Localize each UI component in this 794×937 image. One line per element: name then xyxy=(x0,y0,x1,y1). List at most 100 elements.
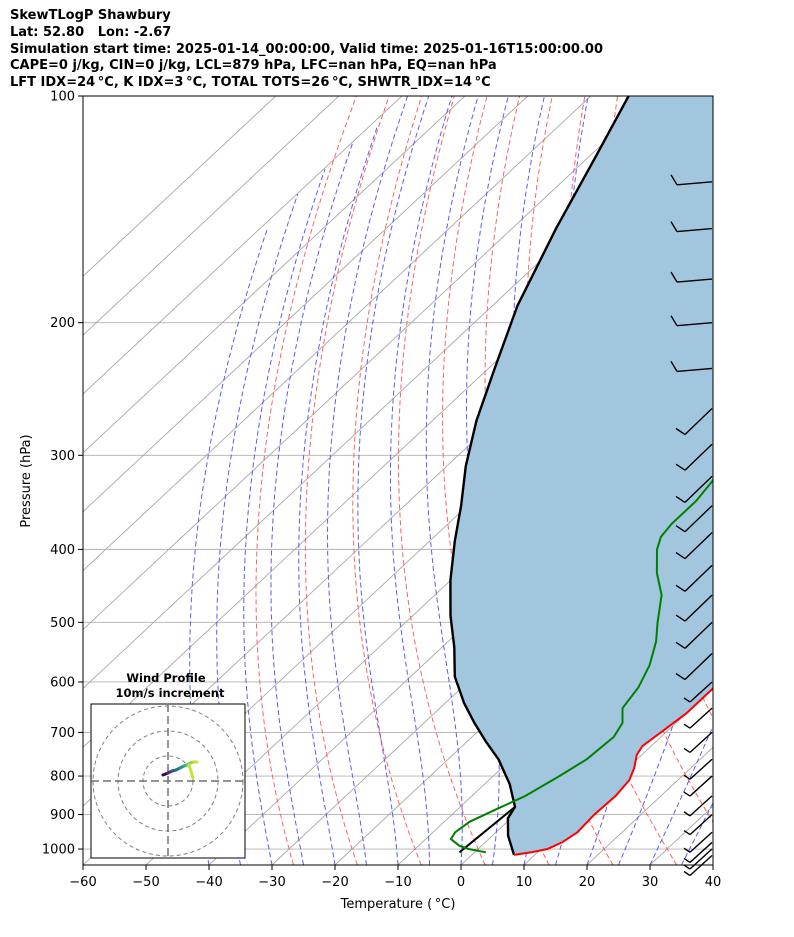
y-tick-label: 700 xyxy=(50,726,75,741)
wind-barb-staff xyxy=(684,564,713,592)
dewpoint-line xyxy=(449,478,713,854)
moist-adiabat xyxy=(649,724,713,865)
wind-barb-flag xyxy=(670,221,678,232)
wind-barb-staff xyxy=(689,855,713,877)
y-tick-label: 800 xyxy=(50,770,75,785)
isotherm-line xyxy=(83,96,655,631)
x-axis-ticks: −60 −50 −40 −30 −20 −10 0 10 20 30 40 xyxy=(69,865,721,890)
wind-barb-flag xyxy=(675,672,686,681)
wind-barb-flag xyxy=(683,697,691,703)
wind-barb-staff xyxy=(684,443,713,471)
moist-adiabat xyxy=(466,96,509,865)
moist-adiabat xyxy=(243,168,326,865)
x-tick-label: 0 xyxy=(457,875,465,890)
wind-barb-flag xyxy=(675,614,686,622)
wind-barb-staff xyxy=(689,758,713,780)
wind-barb-flag xyxy=(675,427,686,436)
hodograph-inset: Wind Profile 10m/s increment xyxy=(90,671,246,859)
dry-adiabat xyxy=(398,96,486,865)
x-tick-label: −60 xyxy=(69,875,96,890)
isotherm-line xyxy=(776,96,794,865)
x-tick-label: 20 xyxy=(579,875,596,890)
hodograph-trace xyxy=(161,760,199,780)
x-tick-label: 40 xyxy=(705,875,722,890)
moist-adiabat xyxy=(390,96,453,865)
wind-barb-staff xyxy=(689,841,713,863)
y-axis-ticks: 100 200 300 400 500 600 700 800 900 1000 xyxy=(42,90,83,858)
y-tick-label: 300 xyxy=(50,449,75,464)
wind-barb-flag xyxy=(675,463,686,471)
header-line-3: Simulation start time: 2025-01-14_00:00:… xyxy=(10,41,603,57)
y-tick-label: 600 xyxy=(50,675,75,690)
wind-barb-flag xyxy=(683,811,691,817)
wind-barb-staff xyxy=(689,707,713,729)
wind-barb-staff xyxy=(676,227,713,233)
wind-barb-flag xyxy=(683,864,691,870)
isotherm-line xyxy=(83,96,340,336)
dry-adiabat xyxy=(304,96,390,865)
y-tick-label: 100 xyxy=(50,90,75,105)
wind-barb-staff xyxy=(676,181,713,186)
chart-header: SkewTLogP Shawbury Lat: 52.80 Lon: -2.67… xyxy=(10,8,603,92)
x-tick-label: 10 xyxy=(516,875,533,890)
temperature-line xyxy=(513,687,713,856)
hodograph-title: Wind Profile xyxy=(126,671,206,685)
dry-adiabat xyxy=(712,141,713,190)
wind-barb-flag xyxy=(670,361,678,372)
wind-barb-flag xyxy=(675,525,686,533)
y-tick-label: 500 xyxy=(50,616,75,631)
wind-barb-staff xyxy=(689,831,713,853)
wind-barb-flag xyxy=(683,857,691,864)
wind-barb-flag xyxy=(683,723,691,729)
wind-barb-flag xyxy=(683,747,691,753)
wind-barb-flag xyxy=(675,495,686,503)
wind-barb-flag xyxy=(670,271,678,283)
x-tick-label: −50 xyxy=(132,875,159,890)
y-tick-label: 200 xyxy=(50,316,75,331)
moist-adiabat xyxy=(270,141,354,865)
parcel-start-line xyxy=(458,806,516,854)
wind-barb-flag xyxy=(683,791,691,797)
hodograph-subtitle: 10m/s increment xyxy=(116,686,225,700)
wind-barb-staff xyxy=(684,532,713,560)
isotherm-line xyxy=(712,864,713,865)
wind-barb-flag xyxy=(675,641,686,649)
wind-barb-staff xyxy=(689,848,713,870)
wind-barb-flag xyxy=(683,847,691,853)
header-line-5: LFT IDX=24 °C, K IDX=3 °C, TOTAL TOTS=26… xyxy=(10,75,491,91)
wind-barb-staff xyxy=(676,367,713,373)
hodograph-rings xyxy=(91,704,245,858)
moist-adiabat xyxy=(425,96,479,865)
y-axis-label: Pressure (hPa) xyxy=(19,434,34,527)
x-tick-label: −40 xyxy=(195,875,222,890)
profile-lines xyxy=(449,96,713,856)
x-tick-label: −20 xyxy=(321,875,348,890)
wind-barb-flag xyxy=(683,870,691,877)
x-tick-label: −10 xyxy=(384,875,411,890)
moist-adiabat xyxy=(712,863,713,865)
isotherm-line xyxy=(523,687,713,865)
parcel-path-line xyxy=(449,96,630,856)
wind-barb-staff xyxy=(689,814,713,836)
wind-barb-staff xyxy=(684,505,713,533)
x-tick-label: −30 xyxy=(258,875,285,890)
x-axis-label: Temperature ( °C) xyxy=(340,897,456,912)
wind-barb-staff xyxy=(684,653,713,681)
wind-barb-staff xyxy=(676,321,713,327)
y-tick-label: 400 xyxy=(50,543,75,558)
header-line-2: Lat: 52.80 Lon: -2.67 xyxy=(10,24,172,40)
wind-barb-flag xyxy=(670,315,678,327)
isotherm-line xyxy=(83,96,403,395)
wind-barb-flag xyxy=(675,584,686,592)
wind-barb-staff xyxy=(689,775,713,797)
cape-cin-area xyxy=(450,96,713,855)
isotherm-line xyxy=(334,511,713,865)
header-line-4: CAPE=0 j/kg, CIN=0 j/kg, LCL=879 hPa, LF… xyxy=(10,58,497,74)
wind-barb-flag xyxy=(670,174,678,186)
wind-barb-staff xyxy=(684,594,713,622)
wind-barb-staff xyxy=(689,731,713,753)
dry-adiabat xyxy=(747,96,794,865)
dry-adiabat xyxy=(255,96,357,865)
isotherm-line xyxy=(83,96,529,513)
